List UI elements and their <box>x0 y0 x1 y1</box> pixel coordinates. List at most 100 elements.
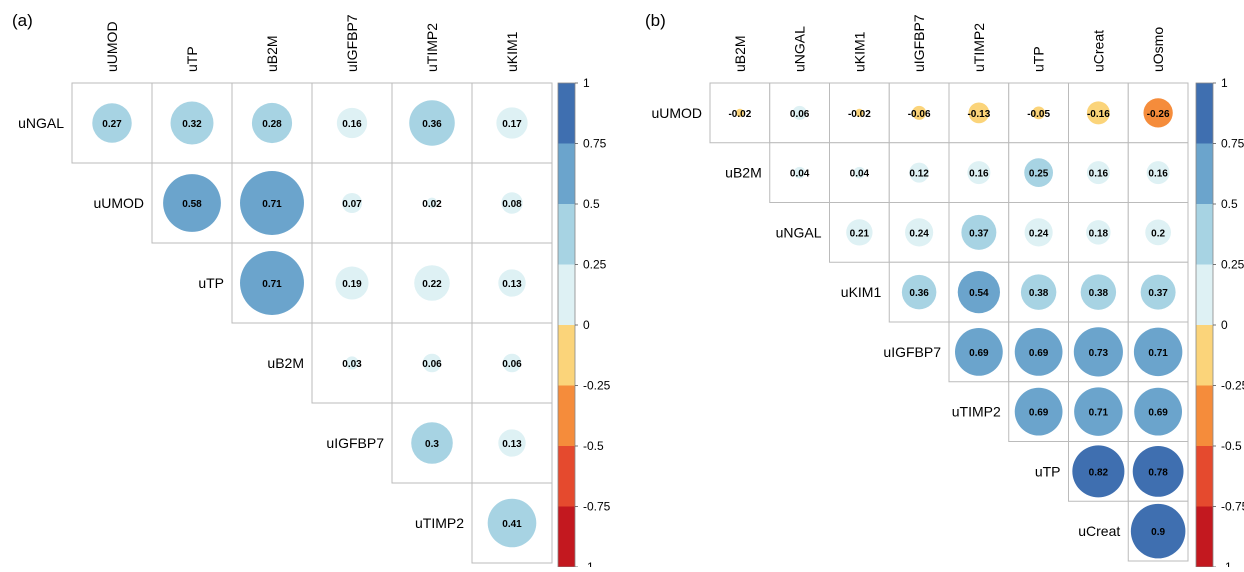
matrix-cell <box>888 142 950 203</box>
correlation-value: 0.04 <box>850 169 870 180</box>
column-label-ub2m: uB2M <box>732 35 748 72</box>
correlation-value: 0.82 <box>1089 467 1109 478</box>
column-label-utp: uTP <box>184 46 200 72</box>
row-label-utp: uTP <box>1035 463 1061 479</box>
correlation-circle <box>1133 327 1183 377</box>
row-label-ucreat: uCreat <box>1078 523 1120 539</box>
correlation-circle <box>957 270 1001 314</box>
column-label-uigfbp7: uIGFBP7 <box>344 14 360 72</box>
correlation-value: 0.37 <box>969 228 989 239</box>
correlation-value: 0.06 <box>790 109 810 120</box>
correlation-value: 0.32 <box>182 119 202 130</box>
colorbar-tick-label: 0.25 <box>1221 258 1244 272</box>
colorbar-tick-label: 1 <box>583 76 590 90</box>
correlation-value: 0.06 <box>422 359 442 370</box>
row-label-ukim1: uKIM1 <box>841 284 882 300</box>
correlation-circle <box>163 174 221 232</box>
colorbar-tick-label: -0.5 <box>1221 439 1242 453</box>
correlation-circle <box>846 219 873 246</box>
correlation-value: 0.38 <box>1089 288 1109 299</box>
panel-a: (a) uUMOD uTP uB2M uIGFBP7 uTIMP2 uKIM1 uNGAL 0.… <box>12 11 611 572</box>
correlation-value: -0.02 <box>728 109 751 120</box>
colorbar-tick-label: -0.5 <box>583 439 604 453</box>
correlation-value: 0.16 <box>969 169 989 180</box>
correlation-value: 0.36 <box>909 288 929 299</box>
correlation-value: 0.08 <box>502 199 522 210</box>
correlation-circle <box>1024 158 1053 187</box>
colorbar-segment <box>1196 264 1213 325</box>
correlation-value: 0.28 <box>262 119 282 130</box>
row-label-uigfbp7: uIGFBP7 <box>883 344 941 360</box>
correlation-circle <box>1145 219 1171 246</box>
colorbar-tick-label: -0.25 <box>1221 379 1244 393</box>
correlation-value: 0.69 <box>1029 348 1049 359</box>
correlation-circle <box>1072 445 1125 498</box>
correlation-value: 0.16 <box>342 119 362 130</box>
column-label-utimp2: uTIMP2 <box>424 23 440 72</box>
colorbar-segment <box>1196 83 1213 144</box>
correlation-value: -0.02 <box>848 109 871 120</box>
colorbar-tick-label: 0.5 <box>1221 197 1238 211</box>
correlation-value: 0.3 <box>425 439 439 450</box>
colorbar-segment <box>1196 143 1213 204</box>
row-label-uumod: uUMOD <box>93 195 144 211</box>
correlation-circle <box>498 429 526 457</box>
correlation-value: 0.73 <box>1089 348 1109 359</box>
correlation-circle <box>855 108 864 117</box>
correlation-circle <box>912 105 927 120</box>
column-label-uumod: uUMOD <box>104 21 120 72</box>
correlation-circle <box>793 166 806 179</box>
row-label-utimp2: uTIMP2 <box>415 515 464 531</box>
correlation-circle <box>954 327 1003 376</box>
correlation-value: 0.78 <box>1148 467 1168 478</box>
colorbar-segment <box>558 204 575 265</box>
correlation-circle <box>1020 274 1057 310</box>
correlation-value: 0.71 <box>1148 348 1168 359</box>
column-label-uigfbp7: uIGFBP7 <box>911 14 927 72</box>
correlation-value: 0.38 <box>1029 288 1049 299</box>
colorbar-segment <box>1196 204 1213 265</box>
correlation-circle <box>967 161 991 185</box>
correlation-value: -0.16 <box>1087 109 1110 120</box>
correlation-circle <box>502 353 522 373</box>
colorbar-segment <box>558 325 575 386</box>
colorbar-tick-label: 0.5 <box>583 197 600 211</box>
correlation-value: -0.26 <box>1147 109 1170 120</box>
correlation-value: 0.06 <box>502 359 522 370</box>
correlation-circle <box>1140 274 1176 310</box>
correlation-circle <box>901 274 937 310</box>
colorbar-tick-label: 1 <box>1221 76 1228 90</box>
correlation-value: 0.54 <box>969 288 989 299</box>
correlation-value: 0.17 <box>502 119 522 130</box>
row-label-ub2m: uB2M <box>725 165 762 181</box>
panel-label: (b) <box>645 11 666 30</box>
correlation-circle <box>487 498 537 548</box>
colorbar-segment <box>1196 506 1213 567</box>
correlation-value: 0.25 <box>1029 169 1049 180</box>
column-label-ucreat: uCreat <box>1090 30 1106 72</box>
panel-b: (b) uB2M uNGAL uKIM1 uIGFBP7 uTIMP2 uTP uCreat u… <box>645 11 1244 572</box>
correlation-circle <box>341 192 363 214</box>
correlation-value: -0.05 <box>1027 109 1050 120</box>
correlation-value: 0.18 <box>1089 228 1109 239</box>
correlation-value: 0.16 <box>1089 169 1109 180</box>
correlation-value: 0.12 <box>909 169 929 180</box>
correlation-circle <box>92 103 132 143</box>
correlation-circle <box>240 251 304 315</box>
correlation-circle <box>240 171 304 235</box>
column-label-ukim1: uKIM1 <box>851 31 867 72</box>
correlation-value: 0.22 <box>422 279 442 290</box>
correlation-value: 0.21 <box>850 228 870 239</box>
correlation-value: 0.19 <box>342 279 362 290</box>
row-label-utimp2: uTIMP2 <box>952 404 1001 420</box>
column-label-ungal: uNGAL <box>792 26 808 72</box>
matrix-cell <box>471 242 553 324</box>
column-label-utp: uTP <box>1031 46 1047 72</box>
panel-label: (a) <box>12 11 33 30</box>
colorbar-tick-label: -1 <box>583 560 594 567</box>
correlation-circle <box>426 197 438 209</box>
correlation-circle <box>335 266 369 300</box>
colorbar-segment <box>558 264 575 325</box>
